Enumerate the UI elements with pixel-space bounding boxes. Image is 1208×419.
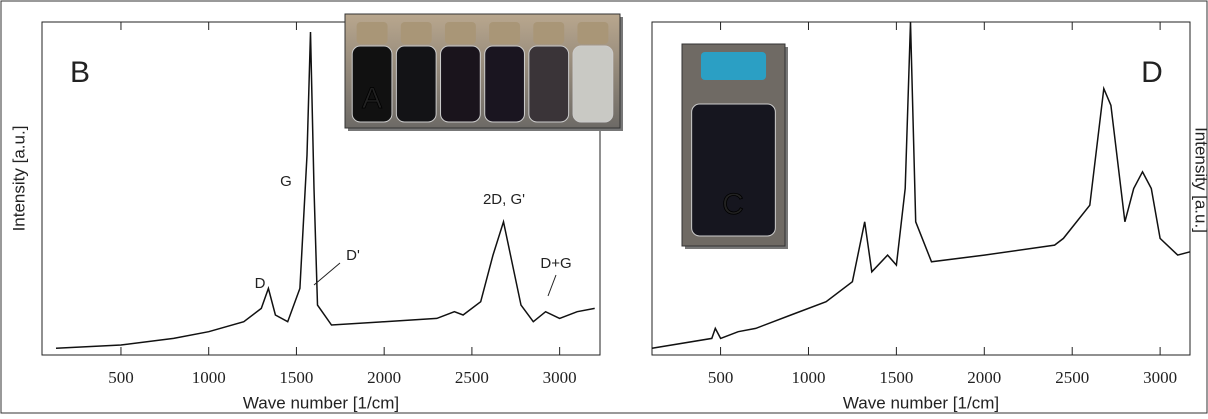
jar (440, 45, 481, 123)
x-tick-label: 1000 (192, 368, 226, 387)
x-tick-label: 3000 (1143, 368, 1177, 387)
jar-cap (356, 22, 388, 44)
jar-cap (400, 22, 432, 44)
spectrum-line (55, 31, 595, 350)
jar (691, 103, 776, 237)
x-tick-label: 500 (108, 368, 134, 387)
y-axis-title: Intensity [a.u.] (9, 126, 28, 232)
arrow (313, 262, 341, 286)
jar-cap (533, 22, 565, 44)
jar-cap (577, 22, 609, 44)
inset-label: A (362, 82, 382, 115)
x-tick-label: 2500 (455, 368, 489, 387)
peak-label: D+G (540, 255, 571, 272)
x-tick-label: 3000 (543, 368, 577, 387)
jar-cap (444, 22, 476, 44)
peak-label: D' (346, 247, 360, 264)
panel-label: D (1141, 56, 1163, 89)
x-tick-label: 1500 (279, 368, 313, 387)
x-axis-title: Wave number [1/cm] (243, 393, 399, 412)
peak-label: 2D, G' (483, 191, 525, 208)
x-tick-label: 500 (708, 368, 734, 387)
jar (484, 45, 525, 123)
jar-cap (489, 22, 521, 44)
x-tick-label: 1500 (879, 368, 913, 387)
spectrum-line (651, 21, 1191, 350)
inset-label: C (722, 188, 744, 221)
x-tick-label: 2000 (967, 368, 1001, 387)
x-axis-title: Wave number [1/cm] (843, 393, 999, 412)
peak-label: G (280, 173, 292, 190)
arrow (547, 274, 557, 297)
x-tick-label: 1000 (791, 368, 825, 387)
panel-label: B (70, 56, 90, 89)
jar (572, 45, 614, 123)
jar (351, 45, 393, 123)
jar (395, 45, 437, 123)
y-axis-title: Intensity [a.u.] (1192, 127, 1208, 233)
x-tick-label: 2500 (1055, 368, 1089, 387)
jar (528, 45, 570, 123)
jar-cap (700, 52, 767, 80)
x-tick-label: 2000 (367, 368, 401, 387)
peak-label: D (255, 275, 266, 292)
